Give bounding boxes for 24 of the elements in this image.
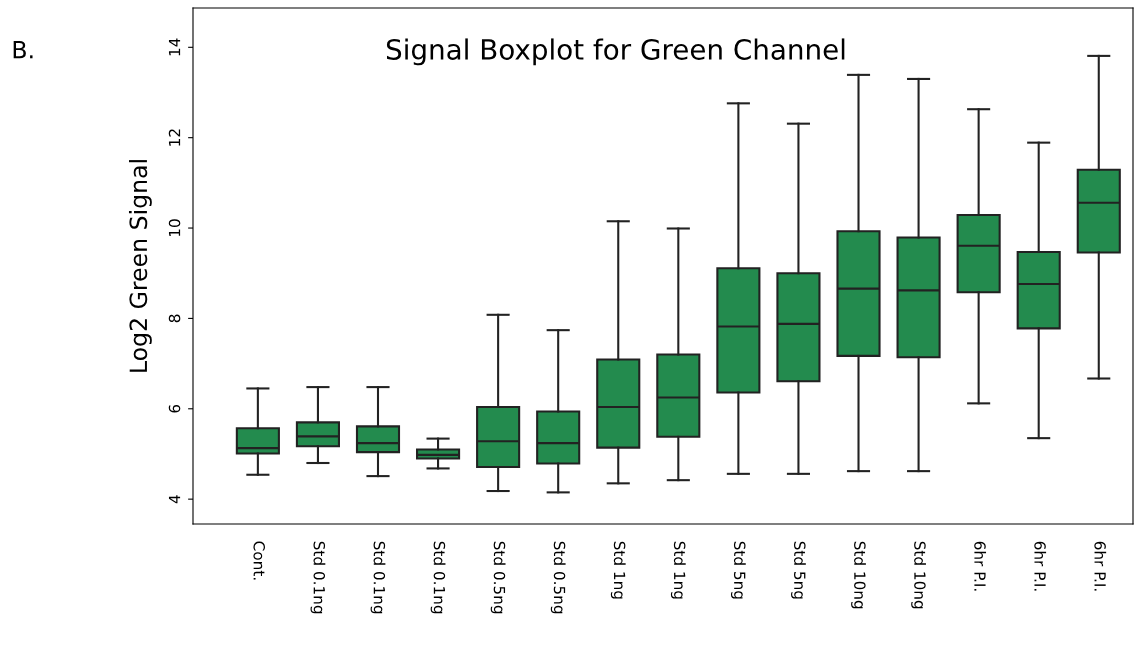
x-tick-label: Std 10ng <box>911 541 926 609</box>
text: Signal Boxplot for Green Channel <box>386 38 845 66</box>
x-tick-label: Std 5ng <box>791 541 806 599</box>
x-tick-label: 6hr P.I. <box>974 541 987 591</box>
x-tick-label: Std 0.5ng <box>550 541 566 614</box>
y-tick-label: 10 <box>168 219 181 237</box>
y-tick-label: 8 <box>168 314 181 323</box>
y-tick-label: 14 <box>168 38 181 56</box>
x-tick-label: Std 1ng <box>610 541 626 599</box>
x-tick-label: Std 0.1ng <box>370 541 386 614</box>
text: B. <box>13 41 33 59</box>
y-tick-label: 4 <box>168 495 181 504</box>
x-tick-label: Std 10ng <box>851 541 866 609</box>
x-tick-label: Std 0.1ng <box>310 541 326 614</box>
x-tick-label: Std 1ng <box>670 541 686 599</box>
x-tick-label: 6hr P.I. <box>1034 541 1047 591</box>
x-tick-label: 6hr P.I. <box>1094 541 1107 591</box>
x-tick-label: Std 5ng <box>730 541 746 599</box>
x-tick-label: Cont. <box>253 541 265 580</box>
y-tick-label: 6 <box>168 404 181 413</box>
x-tick-label: Std 0.5ng <box>490 541 506 614</box>
y-axis-title: Log2 Green Signal <box>128 160 152 372</box>
y-tick-label: 12 <box>168 129 181 146</box>
x-tick-label: Std 0.1ng <box>430 541 446 614</box>
